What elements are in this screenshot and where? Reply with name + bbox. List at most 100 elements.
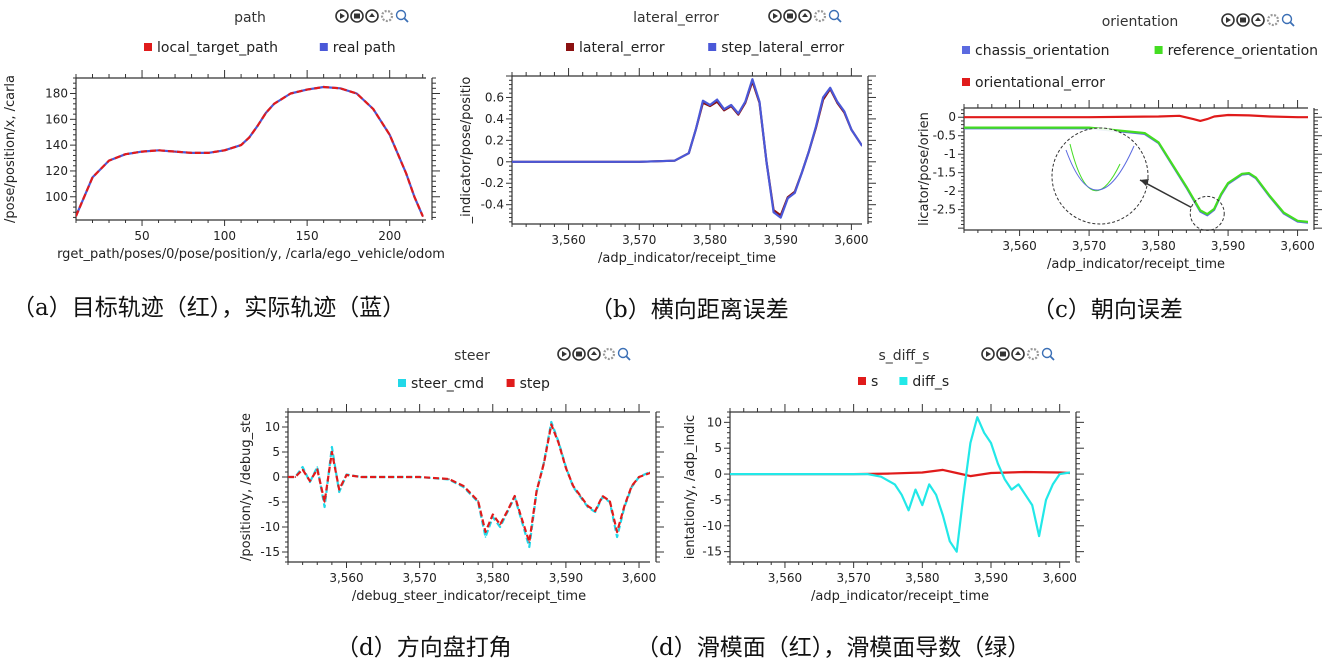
y-tick-label: -5	[710, 493, 722, 507]
data-point	[765, 161, 768, 163]
data-point	[360, 476, 362, 478]
play-icon[interactable]	[981, 347, 995, 361]
data-point	[565, 467, 567, 469]
data-point	[751, 78, 754, 80]
data-point	[976, 416, 979, 419]
data-point	[289, 92, 292, 95]
data-point	[240, 144, 242, 146]
chart-title-d2: s_diff_s	[878, 348, 929, 364]
legend-swatch	[962, 46, 970, 54]
zoom-icon[interactable]	[617, 347, 631, 361]
data-point	[1088, 116, 1090, 118]
play-icon[interactable]	[768, 9, 782, 23]
data-point	[550, 423, 553, 426]
play-icon[interactable]	[557, 347, 571, 361]
data-point	[969, 475, 972, 477]
clear-icon[interactable]	[1236, 13, 1250, 27]
eject-icon[interactable]	[798, 9, 812, 23]
chart-d2: s_diff_ss diff_s 3,560 3,570 3,580 3,590 3,600…	[683, 347, 1084, 604]
gear-icon[interactable]	[602, 347, 616, 361]
y-tick-label: 0.6	[485, 90, 504, 104]
play-icon[interactable]	[335, 9, 349, 23]
eject-icon[interactable]	[365, 9, 379, 23]
legend-swatch	[506, 379, 515, 387]
data-point	[1213, 115, 1215, 118]
y-tick-label: 0.2	[485, 133, 504, 147]
legend-item-d1-0: steer_cmd	[398, 376, 484, 392]
data-point	[1199, 120, 1202, 122]
clear-icon[interactable]	[350, 9, 364, 23]
gear-icon[interactable]	[380, 9, 394, 23]
x-tick-label: 3,570	[1072, 239, 1106, 253]
zoom-icon[interactable]	[395, 9, 409, 23]
legend-item-d1-1: step	[506, 376, 550, 392]
chart-title-c: orientation	[1102, 14, 1179, 30]
y-tick-label: 0	[948, 110, 956, 124]
data-point	[894, 483, 896, 486]
y-tick-label: -15	[260, 545, 280, 559]
legend-swatch	[962, 78, 970, 86]
data-point	[779, 216, 782, 219]
data-point	[1241, 173, 1243, 175]
x-tick-label: 3,560	[329, 571, 363, 585]
data-point	[688, 152, 690, 154]
eject-icon[interactable]	[1251, 13, 1265, 27]
x-tick-label: 3,570	[402, 571, 436, 585]
series-line-b-1	[512, 78, 862, 219]
data-point	[301, 466, 304, 468]
data-point	[528, 546, 531, 548]
gear-icon[interactable]	[813, 9, 827, 23]
legend-swatch	[1154, 46, 1163, 54]
data-point	[1199, 209, 1202, 212]
data-point	[955, 550, 958, 553]
data-point	[1296, 116, 1299, 118]
gear-icon[interactable]	[1266, 13, 1280, 27]
data-point	[535, 490, 538, 492]
y-tick-label: 0	[496, 155, 504, 169]
y-tick-label: 0.4	[485, 112, 504, 126]
data-point	[673, 159, 676, 162]
data-point	[861, 144, 862, 147]
series-line-c-1	[964, 126, 1308, 223]
data-point	[301, 468, 304, 471]
data-point	[91, 176, 94, 179]
eject-icon[interactable]	[587, 347, 601, 361]
data-point	[1045, 499, 1047, 501]
zoom-icon[interactable]	[828, 9, 842, 23]
zoom-icon[interactable]	[1281, 13, 1295, 27]
y-tick-label: -2.5	[933, 203, 956, 217]
data-point	[1248, 172, 1250, 174]
data-point	[730, 104, 732, 106]
zoom-target-circle	[1189, 195, 1225, 231]
data-point	[880, 475, 882, 478]
x-tick-label: 3,560	[551, 233, 585, 247]
zoom-icon[interactable]	[1041, 347, 1055, 361]
y-tick-label: -15	[702, 545, 722, 559]
series-line-a-1	[76, 85, 424, 217]
legend-item-c-1: reference_orientation	[1154, 43, 1318, 59]
legend-swatch	[858, 377, 866, 385]
y-tick-label: 10	[265, 420, 280, 434]
play-icon[interactable]	[1221, 13, 1235, 27]
zoom-inset-blue	[1065, 145, 1135, 191]
eject-icon[interactable]	[1011, 347, 1025, 361]
caption-b: （b）横向距离误差	[590, 297, 789, 323]
legend-swatch	[566, 43, 574, 51]
x-tick-label: 50	[134, 229, 149, 243]
clear-icon[interactable]	[783, 9, 797, 23]
data-point	[962, 494, 965, 496]
clear-icon[interactable]	[572, 347, 586, 361]
data-point	[1069, 471, 1070, 474]
data-point	[1307, 116, 1308, 118]
data-point	[758, 100, 761, 103]
data-point	[331, 446, 333, 448]
data-point	[935, 494, 937, 496]
data-point	[1227, 182, 1229, 184]
y-axis-label: /position/y, /debug_ste	[239, 413, 254, 561]
data-point	[1171, 163, 1174, 166]
gear-icon[interactable]	[1026, 347, 1040, 361]
data-point	[997, 462, 999, 465]
clear-icon[interactable]	[996, 347, 1010, 361]
data-point	[484, 531, 487, 533]
data-point	[942, 514, 944, 517]
